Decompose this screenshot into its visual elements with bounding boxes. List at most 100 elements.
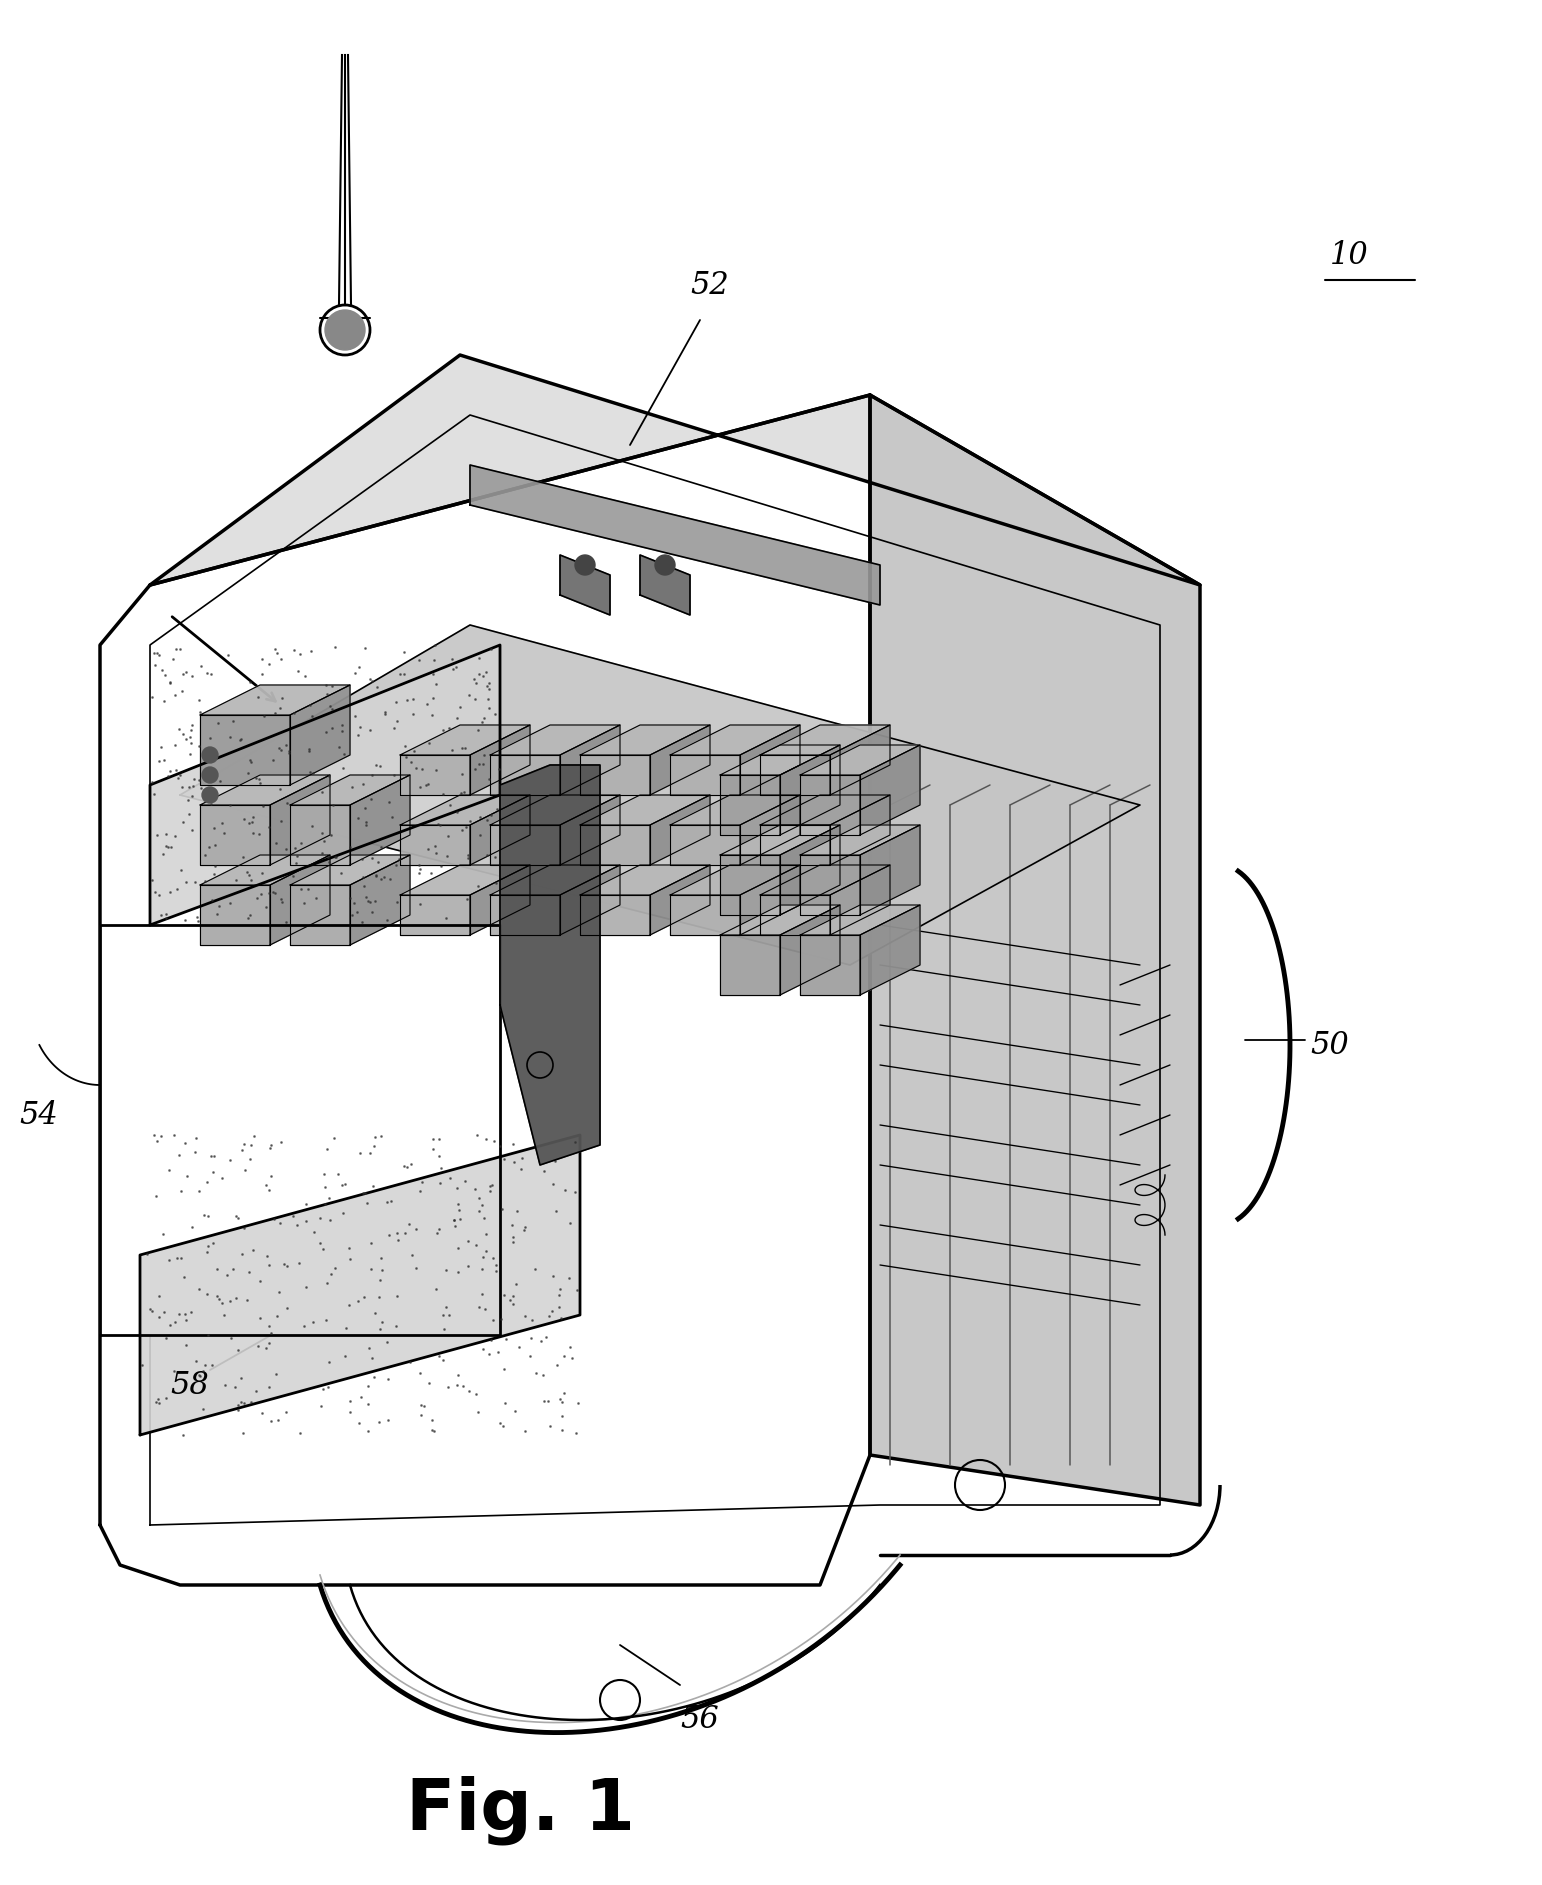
Polygon shape	[860, 826, 921, 914]
Polygon shape	[580, 726, 709, 756]
Polygon shape	[290, 775, 410, 805]
Polygon shape	[180, 626, 1140, 965]
Circle shape	[202, 746, 217, 763]
Polygon shape	[651, 726, 709, 795]
Polygon shape	[560, 554, 611, 615]
Polygon shape	[560, 795, 620, 865]
Polygon shape	[100, 926, 500, 1335]
Polygon shape	[651, 865, 709, 935]
Polygon shape	[720, 826, 840, 856]
Polygon shape	[470, 795, 530, 865]
Polygon shape	[490, 726, 620, 756]
Polygon shape	[760, 756, 830, 795]
Polygon shape	[740, 865, 800, 935]
Circle shape	[575, 554, 595, 575]
Text: 50: 50	[1311, 1029, 1349, 1061]
Polygon shape	[399, 726, 530, 756]
Polygon shape	[740, 795, 800, 865]
Polygon shape	[780, 826, 840, 914]
Polygon shape	[800, 905, 921, 935]
Text: 52: 52	[691, 270, 729, 300]
Polygon shape	[200, 775, 330, 805]
Polygon shape	[580, 826, 651, 865]
Polygon shape	[860, 905, 921, 995]
Polygon shape	[760, 795, 890, 826]
Circle shape	[202, 788, 217, 803]
Polygon shape	[150, 645, 500, 926]
Polygon shape	[399, 795, 530, 826]
Polygon shape	[560, 865, 620, 935]
Polygon shape	[200, 856, 330, 884]
Polygon shape	[760, 865, 890, 895]
Polygon shape	[780, 905, 840, 995]
Polygon shape	[671, 726, 800, 756]
Text: 56: 56	[680, 1704, 720, 1736]
Polygon shape	[399, 826, 470, 865]
Polygon shape	[490, 826, 560, 865]
Polygon shape	[490, 865, 620, 895]
Polygon shape	[200, 884, 270, 944]
Polygon shape	[270, 856, 330, 944]
Polygon shape	[290, 884, 350, 944]
Polygon shape	[830, 795, 890, 865]
Polygon shape	[870, 396, 1200, 1504]
Polygon shape	[800, 775, 860, 835]
Polygon shape	[720, 856, 780, 914]
Polygon shape	[580, 795, 709, 826]
Polygon shape	[720, 935, 780, 995]
Polygon shape	[350, 856, 410, 944]
Polygon shape	[470, 865, 530, 935]
Polygon shape	[860, 745, 921, 835]
Polygon shape	[200, 805, 270, 865]
Text: 54: 54	[19, 1099, 59, 1131]
Polygon shape	[100, 396, 870, 1585]
Polygon shape	[760, 826, 830, 865]
Polygon shape	[671, 795, 800, 826]
Polygon shape	[800, 745, 921, 775]
Polygon shape	[290, 805, 350, 865]
Polygon shape	[150, 354, 1200, 584]
Polygon shape	[399, 895, 470, 935]
Polygon shape	[580, 895, 651, 935]
Circle shape	[202, 767, 217, 782]
Polygon shape	[470, 466, 880, 605]
Polygon shape	[490, 756, 560, 795]
Text: 58: 58	[171, 1370, 210, 1401]
Polygon shape	[671, 756, 740, 795]
Polygon shape	[200, 714, 290, 784]
Polygon shape	[290, 856, 410, 884]
Text: Fig. 1: Fig. 1	[406, 1776, 634, 1845]
Polygon shape	[290, 684, 350, 784]
Circle shape	[655, 554, 675, 575]
Text: 10: 10	[1331, 239, 1369, 271]
Polygon shape	[780, 745, 840, 835]
Polygon shape	[671, 865, 800, 895]
Polygon shape	[640, 554, 689, 615]
Polygon shape	[140, 1135, 580, 1434]
Polygon shape	[580, 865, 709, 895]
Polygon shape	[760, 895, 830, 935]
Polygon shape	[720, 745, 840, 775]
Polygon shape	[399, 865, 530, 895]
Polygon shape	[671, 826, 740, 865]
Polygon shape	[350, 775, 410, 865]
Polygon shape	[720, 775, 780, 835]
Polygon shape	[830, 865, 890, 935]
Polygon shape	[800, 856, 860, 914]
Polygon shape	[800, 935, 860, 995]
Polygon shape	[200, 684, 350, 714]
Polygon shape	[580, 756, 651, 795]
Polygon shape	[490, 795, 620, 826]
Polygon shape	[671, 895, 740, 935]
Polygon shape	[760, 726, 890, 756]
Polygon shape	[740, 726, 800, 795]
Polygon shape	[720, 905, 840, 935]
Polygon shape	[490, 895, 560, 935]
Polygon shape	[399, 756, 470, 795]
Circle shape	[325, 309, 365, 351]
Polygon shape	[470, 726, 530, 795]
Polygon shape	[800, 826, 921, 856]
Polygon shape	[651, 795, 709, 865]
Polygon shape	[560, 726, 620, 795]
Polygon shape	[270, 775, 330, 865]
